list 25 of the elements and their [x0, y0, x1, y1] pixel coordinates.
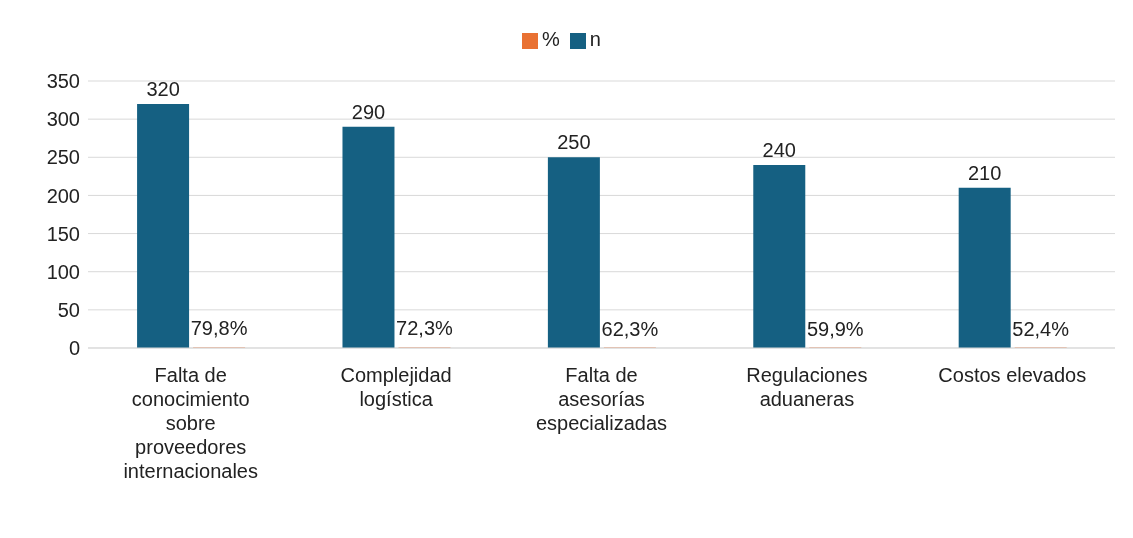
x-tick-label: Falta de asesorías especializadas: [535, 364, 668, 434]
y-tick-label: 150: [46, 222, 80, 245]
y-tick-label: 300: [46, 108, 80, 131]
x-tick-label: Falta de conocimiento sobre proveedores internacionales: [123, 364, 258, 482]
y-tick-label: 250: [46, 146, 80, 169]
y-tick-label: 200: [46, 184, 80, 207]
data-label: 240: [762, 138, 796, 161]
y-tick-label: 50: [57, 298, 80, 321]
x-tick-label: Complejidad logística: [340, 364, 452, 410]
x-tick-label: Costos elevados: [938, 364, 1087, 386]
data-label: 62,3%: [601, 317, 659, 340]
data-label: 59,9%: [806, 317, 864, 340]
legend-label: %: [542, 28, 560, 50]
data-label: 250: [557, 131, 591, 154]
data-label: 52,4%: [1012, 317, 1070, 340]
y-tick-label: 0: [68, 337, 80, 360]
data-label: 320: [146, 77, 180, 100]
data-label: 72,3%: [396, 317, 454, 340]
data-label: 210: [967, 161, 1002, 184]
x-tick-label: Regulaciones aduaneras: [746, 364, 868, 410]
y-tick-label: 100: [46, 260, 80, 283]
legend-label: n: [589, 28, 601, 50]
data-label: 290: [351, 100, 386, 123]
data-label: 79,8%: [190, 317, 248, 340]
y-tick-label: 350: [46, 70, 80, 93]
